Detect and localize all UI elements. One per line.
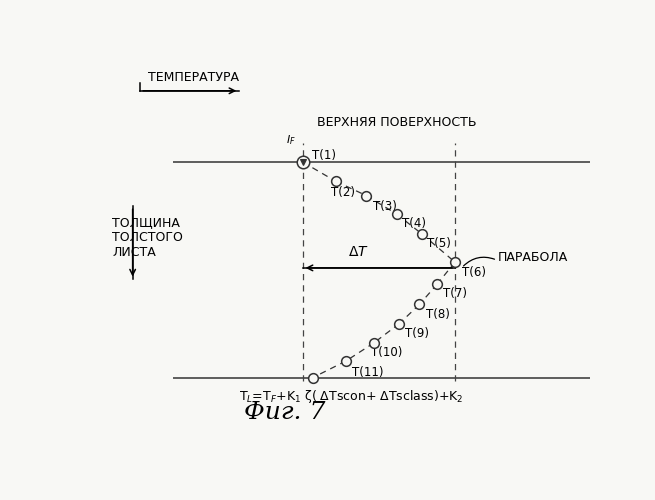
Text: T(5): T(5) bbox=[427, 237, 451, 250]
Text: $I_F$: $I_F$ bbox=[286, 133, 296, 146]
Text: ВЕРХНЯЯ ПОВЕРХНОСТЬ: ВЕРХНЯЯ ПОВЕРХНОСТЬ bbox=[317, 116, 476, 130]
Text: T(6): T(6) bbox=[462, 266, 485, 280]
Text: T(8): T(8) bbox=[426, 308, 449, 320]
Text: T(10): T(10) bbox=[371, 346, 403, 359]
Text: ТОЛЩИНА
ТОЛСТОГО
ЛИСТА: ТОЛЩИНА ТОЛСТОГО ЛИСТА bbox=[113, 216, 183, 258]
Text: Фиг. 7: Фиг. 7 bbox=[244, 401, 326, 424]
Text: T(2): T(2) bbox=[331, 186, 354, 198]
Text: T(9): T(9) bbox=[405, 327, 429, 340]
Text: ТЕМПЕРАТУРА: ТЕМПЕРАТУРА bbox=[148, 71, 239, 84]
Text: ПАРАБОЛА: ПАРАБОЛА bbox=[498, 250, 569, 264]
Text: T$_L$=T$_F$+K$_1$ ζ( ΔTscon+ ΔTsclass)+K$_2$: T$_L$=T$_F$+K$_1$ ζ( ΔTscon+ ΔTsclass)+K… bbox=[238, 388, 463, 406]
Text: T(1): T(1) bbox=[312, 148, 336, 162]
Text: T(11): T(11) bbox=[352, 366, 383, 379]
Text: $\Delta T$: $\Delta T$ bbox=[348, 246, 369, 260]
Text: T(3): T(3) bbox=[373, 200, 397, 213]
Text: T(4): T(4) bbox=[402, 217, 426, 230]
Text: T(7): T(7) bbox=[443, 287, 467, 300]
